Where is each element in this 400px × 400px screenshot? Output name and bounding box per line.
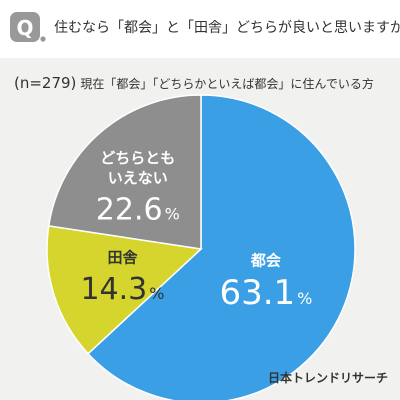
- question-text: 住むなら「都会」と「田舎」どちらが良いと思いますか？: [54, 20, 400, 36]
- brand-logo: 日本トレンドリサーチ: [267, 371, 388, 385]
- pie-slice-1: [46, 225, 203, 355]
- slice-name-2: いえない: [108, 169, 168, 187]
- pie-label-1: 田舎 14.3%: [80, 249, 164, 308]
- sample-size: (n=279): [14, 74, 77, 92]
- pie-label-0: 都会 63.1%: [219, 251, 312, 313]
- q-badge-letter: Q: [16, 16, 33, 40]
- slice-name-1: 田舎: [107, 249, 138, 267]
- slice-name-2: どちらとも: [100, 149, 175, 167]
- q-badge-icon: Q: [10, 12, 46, 42]
- question-header: Q 住むなら「都会」と「田舎」どちらが良いと思いますか？: [0, 0, 400, 58]
- slice-value-2: 22.6%: [96, 192, 180, 227]
- sample-note: (n=279) 現在「都会」「どちらかといえば都会」に住んでいる方: [14, 74, 394, 93]
- pie-slice-2: [47, 94, 202, 250]
- pie-slice-0: [87, 94, 356, 400]
- slice-value-0: 63.1%: [219, 273, 312, 313]
- slice-value-1: 14.3%: [80, 272, 164, 307]
- slice-name-0: 都会: [250, 251, 281, 269]
- sample-description: 現在「都会」「どちらかといえば都会」に住んでいる方: [80, 77, 374, 91]
